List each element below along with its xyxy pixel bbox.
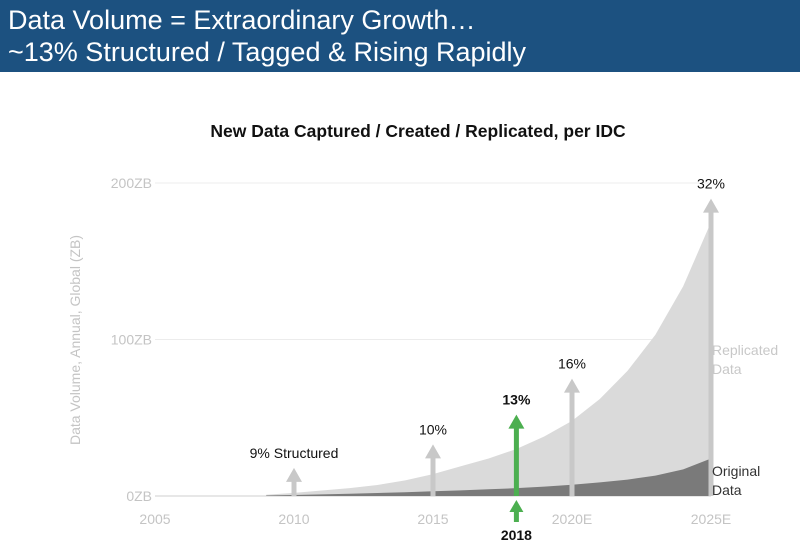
arrow-2018-head	[508, 414, 525, 429]
annotation-label-2018: 13%	[502, 392, 531, 408]
area-replicated-data	[266, 222, 711, 496]
y-tick-label: 0ZB	[126, 488, 152, 504]
area-original-data	[266, 458, 711, 496]
highlight-year-arrowhead	[509, 500, 524, 512]
header-banner: Data Volume = Extraordinary Growth… ~13%…	[0, 0, 800, 72]
chart-title: New Data Captured / Created / Replicated…	[210, 121, 626, 141]
arrow-2010-head	[286, 467, 302, 482]
x-tick-label: 2025E	[691, 511, 731, 527]
header-title-line1: Data Volume = Extraordinary Growth…	[8, 5, 476, 35]
arrow-2015-head	[425, 444, 441, 459]
legend-replicated-line2: Data	[712, 361, 742, 377]
x-tick-label: 2005	[139, 511, 170, 527]
legend-original-line2: Data	[712, 482, 742, 498]
annotation-label-2015: 10%	[419, 421, 447, 437]
legend-original-line1: Original	[712, 463, 760, 479]
legend-replicated-line1: Replicated	[712, 342, 778, 358]
x-tick-label: 2015	[417, 511, 448, 527]
annotation-label-2010: 9% Structured	[250, 445, 339, 461]
x-tick-label: 2020E	[552, 511, 592, 527]
header-title-line2: ~13% Structured / Tagged & Rising Rapidl…	[8, 37, 527, 67]
highlight-year-label: 2018	[501, 527, 532, 543]
y-tick-label: 100ZB	[111, 332, 152, 348]
y-tick-label: 200ZB	[111, 175, 152, 191]
y-axis-label: Data Volume, Annual, Global (ZB)	[67, 235, 83, 445]
arrow-2025-head	[703, 198, 719, 213]
annotation-label-2020: 16%	[558, 356, 586, 372]
annotation-label-2025: 32%	[697, 176, 725, 192]
x-tick-label: 2010	[278, 511, 309, 527]
arrow-2020-head	[564, 378, 580, 393]
